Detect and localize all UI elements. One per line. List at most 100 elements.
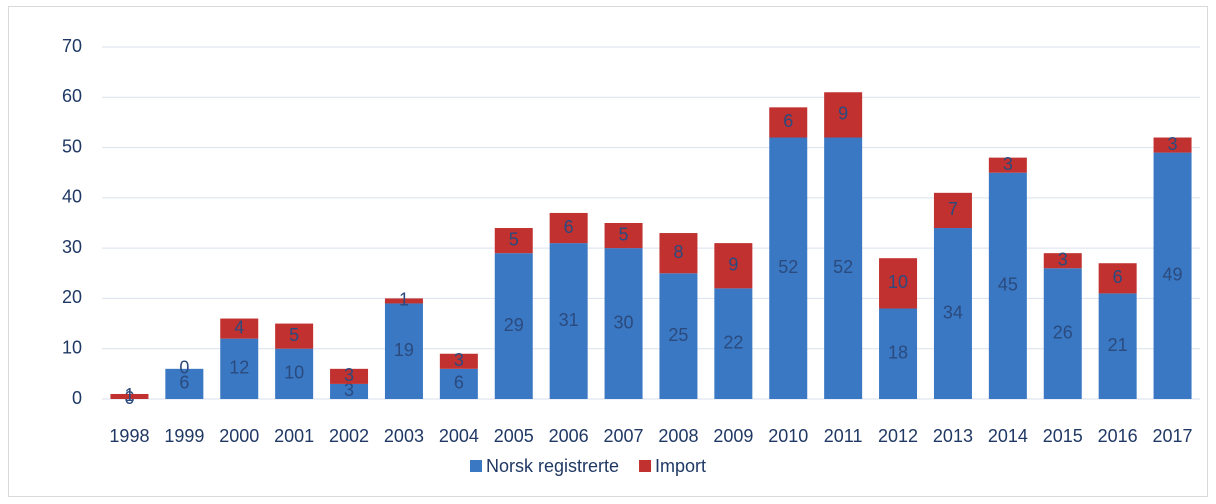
bar-segment xyxy=(769,107,808,138)
x-tick-label: 2000 xyxy=(219,426,259,446)
value-label: 0 xyxy=(179,358,189,378)
bar-segment xyxy=(824,137,863,399)
value-label: 10 xyxy=(284,363,304,383)
value-label: 22 xyxy=(723,332,743,352)
bar-segment xyxy=(824,92,863,138)
bar-segment xyxy=(549,243,588,399)
bar-segment xyxy=(1153,137,1192,153)
x-tick-label: 2009 xyxy=(713,426,753,446)
value-label: 45 xyxy=(998,275,1018,295)
y-tick-label: 60 xyxy=(62,86,82,106)
value-label: 9 xyxy=(728,254,738,274)
value-label: 6 xyxy=(564,217,574,237)
bar-segment xyxy=(220,338,259,399)
bar-segment xyxy=(384,303,423,399)
x-tick-label: 2006 xyxy=(549,426,589,446)
x-tick-label: 2015 xyxy=(1043,426,1083,446)
x-tick-label: 2002 xyxy=(329,426,369,446)
bar-segment xyxy=(549,212,588,244)
bar-segment xyxy=(879,308,918,399)
x-tick-label: 2016 xyxy=(1098,426,1138,446)
bar-segment xyxy=(439,353,478,369)
value-label: 3 xyxy=(344,380,354,400)
bar-segment xyxy=(1043,253,1082,269)
x-tick-label: 2017 xyxy=(1153,426,1193,446)
value-label: 5 xyxy=(619,224,629,244)
x-tick-label: 2011 xyxy=(824,426,863,446)
legend-label: Norsk registrerte xyxy=(486,456,619,476)
value-label: 6 xyxy=(454,373,464,393)
y-tick-label: 40 xyxy=(62,187,82,207)
value-label: 30 xyxy=(614,312,634,332)
bar-segment xyxy=(659,233,698,274)
x-tick-label: 2010 xyxy=(768,426,808,446)
value-label: 31 xyxy=(559,310,579,330)
bar-segment xyxy=(988,157,1027,173)
value-label: 52 xyxy=(778,257,798,277)
value-label: 3 xyxy=(1003,154,1013,174)
x-tick-label: 1999 xyxy=(164,426,204,446)
value-label: 49 xyxy=(1163,265,1183,285)
value-label: 21 xyxy=(1108,335,1128,355)
legend-label: Import xyxy=(655,456,706,476)
value-label: 5 xyxy=(289,325,299,345)
x-tick-label: 2004 xyxy=(439,426,479,446)
bar-segment xyxy=(110,393,149,399)
value-label: 5 xyxy=(509,229,519,249)
x-tick-label: 2008 xyxy=(658,426,698,446)
value-label: 6 xyxy=(783,111,793,131)
value-label: 18 xyxy=(888,342,908,362)
bar-segment xyxy=(988,172,1027,399)
x-tick-label: 2014 xyxy=(988,426,1028,446)
bar-segment xyxy=(330,383,369,399)
legend-swatch xyxy=(470,460,482,472)
value-label: 6 xyxy=(1113,267,1123,287)
value-label: 6 xyxy=(179,373,189,393)
bar-segment xyxy=(384,298,423,304)
value-label: 26 xyxy=(1053,322,1073,342)
y-tick-label: 50 xyxy=(62,136,82,156)
value-label: 3 xyxy=(1168,134,1178,154)
x-tick-label: 1998 xyxy=(109,426,149,446)
legend-swatch xyxy=(639,460,652,472)
y-tick-label: 10 xyxy=(62,337,82,357)
value-label: 52 xyxy=(833,257,853,277)
bar-segment xyxy=(165,368,204,399)
bar-segment xyxy=(714,288,753,399)
bar-segment xyxy=(439,368,478,399)
bar-segment xyxy=(879,258,918,309)
bar-segment xyxy=(659,273,698,399)
x-tick-label: 2013 xyxy=(933,426,973,446)
x-tick-label: 2007 xyxy=(604,426,644,446)
x-tick-label: 2003 xyxy=(384,426,424,446)
value-label: 10 xyxy=(888,272,908,292)
bar-segment xyxy=(933,228,972,399)
y-tick-label: 20 xyxy=(62,287,82,307)
bar-segment xyxy=(275,348,314,399)
value-label: 1 xyxy=(124,385,134,405)
bar-segment xyxy=(714,243,753,289)
value-label: 8 xyxy=(673,242,683,262)
x-tick-label: 2005 xyxy=(494,426,534,446)
value-label: 12 xyxy=(229,358,249,378)
value-label: 7 xyxy=(948,199,958,219)
y-tick-label: 0 xyxy=(72,388,82,408)
value-label: 3 xyxy=(344,365,354,385)
value-label: 9 xyxy=(838,104,848,124)
bar-segment xyxy=(1098,293,1137,399)
bar-segment xyxy=(604,223,643,249)
bar-segment xyxy=(1153,152,1192,399)
y-tick-label: 70 xyxy=(62,36,82,56)
value-label: 19 xyxy=(394,340,414,360)
y-tick-label: 30 xyxy=(62,237,82,257)
bar-segment xyxy=(604,248,643,399)
bar-segment xyxy=(769,137,808,399)
bar-segment xyxy=(275,323,314,349)
value-label: 25 xyxy=(668,325,688,345)
bar-segment xyxy=(1043,268,1082,399)
bar-segment xyxy=(1098,263,1137,294)
value-label: 3 xyxy=(1058,249,1068,269)
value-label: 3 xyxy=(454,350,464,370)
